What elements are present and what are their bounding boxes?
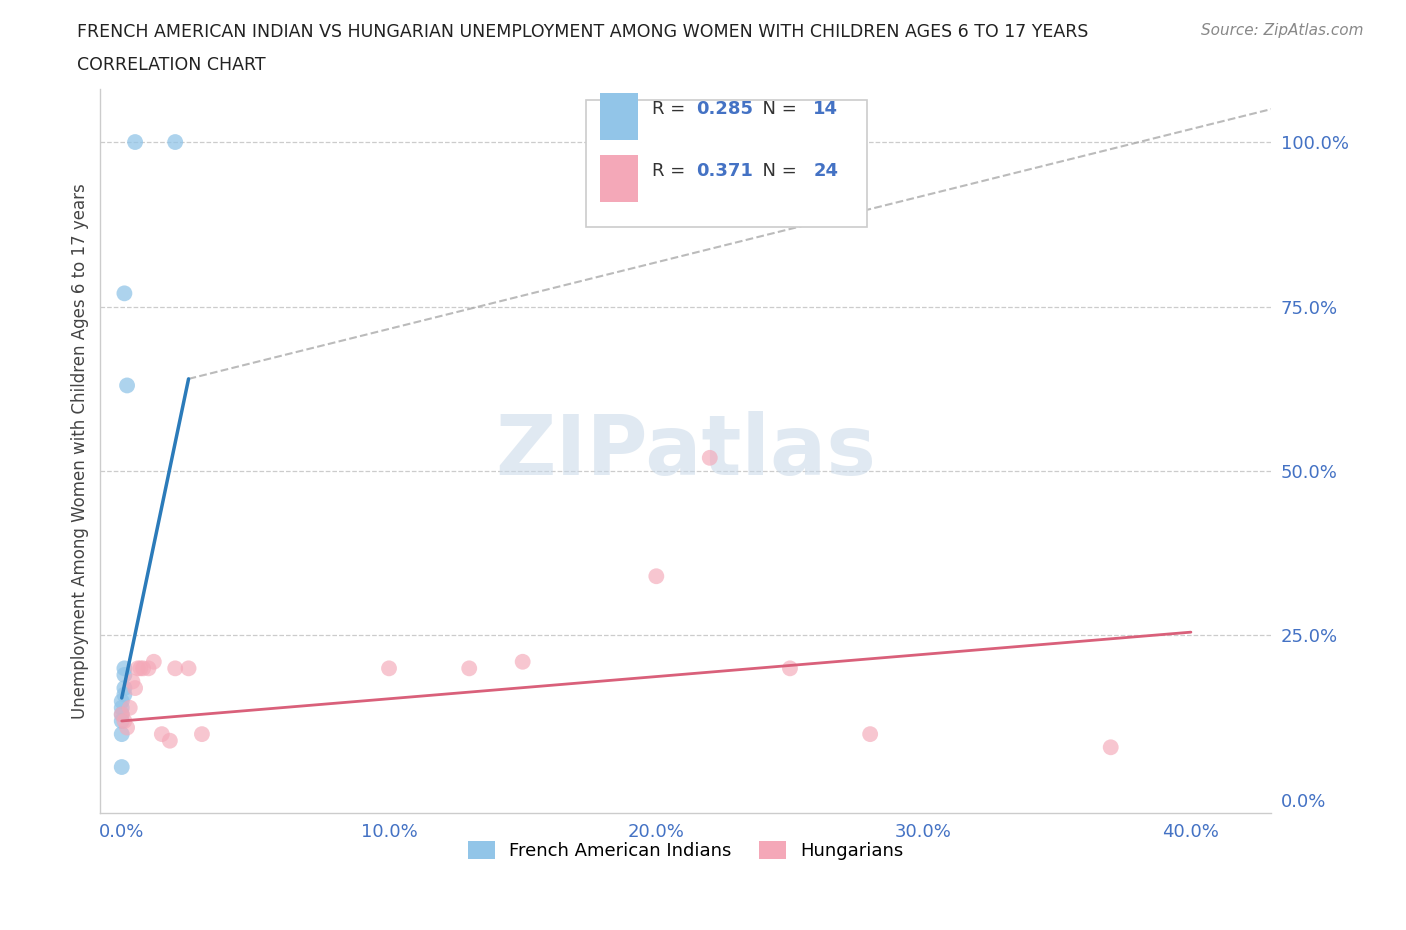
Point [111, 707, 134, 722]
Point [111, 713, 134, 728]
Point [111, 760, 134, 775]
Point [779, 661, 801, 676]
Point [112, 661, 135, 676]
Point [115, 720, 138, 735]
Point [124, 681, 146, 696]
FancyBboxPatch shape [586, 100, 868, 227]
Point [191, 726, 214, 741]
Point [512, 655, 534, 670]
Point [118, 700, 141, 715]
Point [159, 733, 181, 748]
Text: ZIPatlas: ZIPatlas [495, 411, 876, 492]
Y-axis label: Unemployment Among Women with Children Ages 6 to 17 years: Unemployment Among Women with Children A… [72, 183, 89, 719]
Point [645, 569, 668, 584]
Bar [600, 93, 638, 140]
Bar [600, 154, 638, 202]
Point [177, 661, 200, 676]
Point [699, 450, 721, 465]
Text: N =: N = [751, 162, 803, 179]
Point [142, 655, 165, 670]
Text: 0.285: 0.285 [696, 100, 754, 118]
Point [458, 661, 481, 676]
Point [111, 726, 134, 741]
Point [127, 661, 149, 676]
Legend: French American Indians, Hungarians: French American Indians, Hungarians [458, 831, 912, 870]
Point [111, 707, 134, 722]
Point [112, 713, 135, 728]
Point [165, 661, 187, 676]
Point [150, 726, 173, 741]
Text: R =: R = [652, 162, 690, 179]
Text: N =: N = [751, 100, 803, 118]
Point [165, 135, 187, 150]
Point [112, 668, 135, 683]
Point [115, 378, 138, 392]
Text: FRENCH AMERICAN INDIAN VS HUNGARIAN UNEMPLOYMENT AMONG WOMEN WITH CHILDREN AGES : FRENCH AMERICAN INDIAN VS HUNGARIAN UNEM… [77, 23, 1088, 41]
Text: 14: 14 [813, 100, 838, 118]
Point [112, 687, 135, 702]
Point [112, 286, 135, 300]
Text: Source: ZipAtlas.com: Source: ZipAtlas.com [1201, 23, 1364, 38]
Point [111, 700, 134, 715]
Point [132, 661, 155, 676]
Text: R =: R = [652, 100, 690, 118]
Text: CORRELATION CHART: CORRELATION CHART [77, 56, 266, 73]
Point [129, 661, 152, 676]
Text: 0.371: 0.371 [696, 162, 754, 179]
Point [859, 726, 882, 741]
Point [138, 661, 160, 676]
Point [121, 674, 143, 689]
Point [378, 661, 401, 676]
Text: 24: 24 [813, 162, 838, 179]
Point [112, 681, 135, 696]
Point [1099, 740, 1122, 755]
Point [124, 135, 146, 150]
Point [111, 694, 134, 709]
